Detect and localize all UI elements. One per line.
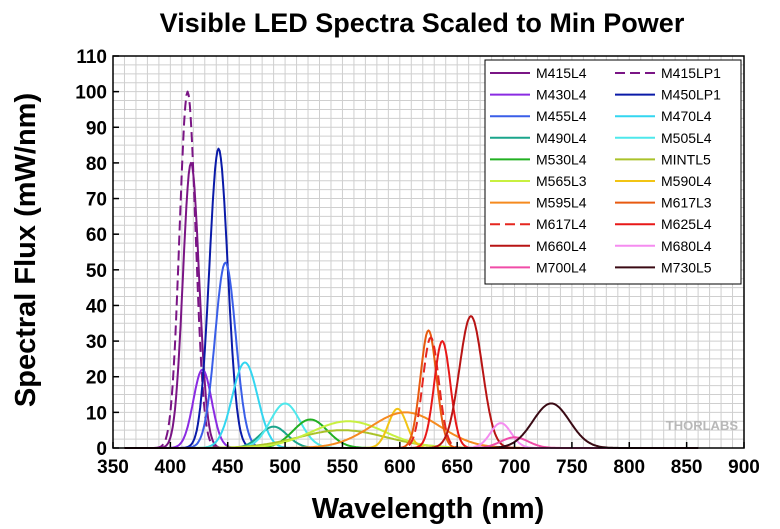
x-tick-label: 400 xyxy=(155,457,187,478)
plot-frame xyxy=(112,55,745,449)
legend-label-m415l4: M415L4 xyxy=(536,65,587,81)
legend-label-m490l4: M490L4 xyxy=(536,130,587,146)
legend-label-m617l4: M617L4 xyxy=(536,216,587,232)
legend-label-m450lp1: M450LP1 xyxy=(661,87,721,103)
legend-label-mintl5: MINTL5 xyxy=(661,151,711,167)
y-tick-label: 20 xyxy=(86,368,107,389)
y-tick-label: 70 xyxy=(86,190,107,211)
y-tick-label: 50 xyxy=(86,261,107,282)
legend-label-m455l4: M455L4 xyxy=(536,108,587,124)
legend-label-m595l4: M595L4 xyxy=(536,195,587,211)
legend-label-m530l4: M530L4 xyxy=(536,151,587,167)
y-axis-title: Spectral Flux (mW/nm) xyxy=(10,93,42,407)
y-tick-labels: 0 10 20 30 40 50 60 70 80 90 100 110 xyxy=(75,47,107,460)
y-tick-label: 10 xyxy=(86,403,107,424)
legend-label-m430l4: M430L4 xyxy=(536,87,587,103)
x-tick-label: 600 xyxy=(384,457,416,478)
x-tick-label: 850 xyxy=(671,457,703,478)
legend-label-m730l5: M730L5 xyxy=(661,259,712,275)
legend-label-m470l4: M470L4 xyxy=(661,108,712,124)
x-tick-label: 900 xyxy=(728,457,760,478)
y-tick-label: 90 xyxy=(86,118,107,139)
legend-label-m680l4: M680L4 xyxy=(661,238,712,254)
axis-ticks xyxy=(112,55,745,449)
chart-title: Visible LED Spectra Scaled to Min Power xyxy=(160,8,685,38)
x-axis-title: Wavelength (nm) xyxy=(312,493,545,525)
x-tick-label: 700 xyxy=(499,457,531,478)
y-tick-label: 0 xyxy=(96,439,107,460)
legend-label-m700l4: M700L4 xyxy=(536,259,587,275)
y-tick-label: 60 xyxy=(86,225,107,246)
x-tick-label: 550 xyxy=(327,457,359,478)
x-tick-label: 800 xyxy=(613,457,645,478)
thorlabs-watermark: THORLABS xyxy=(666,418,739,433)
x-tick-labels: 350 400 450 500 550 600 650 700 750 800 850 900 xyxy=(97,457,760,478)
y-tick-label: 40 xyxy=(86,296,107,317)
x-tick-label: 500 xyxy=(269,457,301,478)
legend: M415L4 M415LP1 M430L4 M450LP1 M455L4 M470L4 M4… xyxy=(484,59,742,285)
y-tick-label: 100 xyxy=(75,83,107,104)
legend-label-m617l3: M617L3 xyxy=(661,195,712,211)
y-tick-label: 110 xyxy=(76,47,107,68)
y-tick-label: 30 xyxy=(86,332,107,353)
x-tick-label: 750 xyxy=(556,457,588,478)
y-tick-label: 80 xyxy=(86,154,107,175)
legend-label-m590l4: M590L4 xyxy=(661,173,712,189)
x-tick-label: 350 xyxy=(97,457,129,478)
x-tick-label: 650 xyxy=(441,457,473,478)
x-tick-label: 450 xyxy=(212,457,244,478)
legend-label-m625l4: M625L4 xyxy=(661,216,712,232)
legend-label-m505l4: M505L4 xyxy=(661,130,712,146)
legend-label-m660l4: M660L4 xyxy=(536,238,587,254)
legend-label-m565l3: M565L3 xyxy=(536,173,587,189)
legend-label-m415lp1: M415LP1 xyxy=(661,65,721,81)
